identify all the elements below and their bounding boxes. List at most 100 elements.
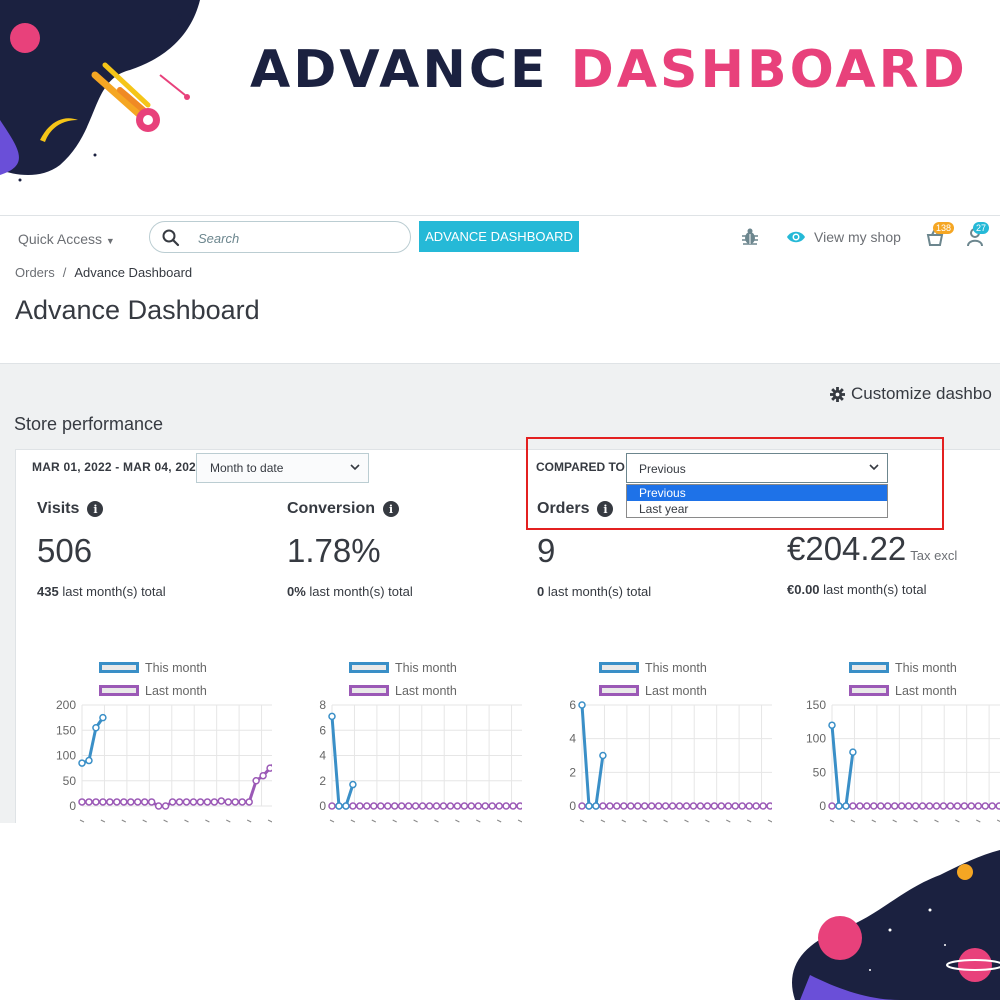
x-tick-mark bbox=[142, 819, 147, 823]
info-icon[interactable]: i bbox=[87, 501, 104, 517]
x-tick-mark bbox=[476, 819, 481, 823]
legend-this-month: This month bbox=[645, 660, 707, 675]
data-point bbox=[182, 798, 191, 806]
x-tick-mark bbox=[746, 819, 752, 823]
x-tick-mark bbox=[392, 819, 397, 823]
x-tick-mark bbox=[976, 819, 981, 823]
compare-select[interactable]: Previous bbox=[626, 453, 888, 483]
data-point bbox=[766, 802, 772, 810]
bug-icon[interactable] bbox=[742, 228, 758, 246]
data-point bbox=[925, 802, 934, 810]
info-icon[interactable]: i bbox=[383, 501, 400, 517]
chevron-down-icon bbox=[350, 464, 360, 471]
kpi-label: Conversion bbox=[287, 500, 376, 517]
x-tick-mark bbox=[79, 819, 85, 823]
top-bar: Quick Access ▼ ADVANCE DASHBOARD View my… bbox=[0, 215, 1000, 261]
data-point bbox=[92, 798, 100, 806]
data-point bbox=[78, 759, 86, 767]
data-point bbox=[467, 802, 476, 810]
kpi-value-suffix: Tax excl bbox=[910, 548, 958, 563]
y-tick-label: 0 bbox=[319, 799, 326, 813]
data-point bbox=[231, 798, 239, 806]
kpi-sub-value: €0.00 bbox=[787, 582, 820, 597]
data-point bbox=[418, 802, 427, 810]
customers-notification[interactable]: 27 bbox=[965, 222, 990, 253]
data-point bbox=[647, 802, 656, 810]
data-point bbox=[689, 802, 698, 810]
kpi-sub-text: last month(s) total bbox=[309, 584, 413, 599]
chart-legend: This month Last month bbox=[349, 656, 457, 702]
data-point bbox=[78, 798, 86, 806]
customize-dashboard-link[interactable]: Customize dashbo bbox=[830, 384, 992, 404]
date-range[interactable]: MAR 01, 2022 - MAR 04, 2022 bbox=[32, 460, 203, 474]
data-point bbox=[745, 802, 753, 810]
data-point bbox=[203, 798, 212, 806]
chart-legend: This month Last month bbox=[99, 656, 207, 702]
x-tick-mark bbox=[829, 819, 835, 823]
data-point bbox=[578, 701, 586, 709]
search-icon bbox=[162, 229, 180, 247]
data-point bbox=[397, 802, 406, 810]
kpi-conversion: Conversion i 1.78% 0% last month(s) total bbox=[287, 500, 527, 599]
orders-notification[interactable]: 138 bbox=[925, 222, 955, 253]
data-point bbox=[620, 802, 628, 810]
breadcrumb-orders[interactable]: Orders bbox=[15, 265, 55, 280]
data-point bbox=[606, 802, 614, 810]
caret-down-icon: ▼ bbox=[105, 236, 115, 246]
data-point bbox=[828, 721, 836, 729]
quick-access-label: Quick Access bbox=[18, 231, 103, 247]
data-point bbox=[85, 798, 93, 806]
kpi-label: Orders bbox=[537, 500, 590, 517]
compare-option-last-year[interactable]: Last year bbox=[639, 502, 689, 516]
advance-dashboard-button[interactable]: ADVANCE DASHBOARD bbox=[419, 221, 579, 252]
x-tick-mark bbox=[100, 819, 106, 823]
kpi-sub-value: 435 bbox=[37, 584, 59, 599]
view-my-shop-label: View my shop bbox=[814, 229, 901, 245]
legend-swatch-this-month bbox=[349, 662, 389, 673]
promo-title-word1: ADVANCE bbox=[250, 40, 549, 100]
x-tick-mark bbox=[913, 819, 918, 823]
x-tick-mark bbox=[205, 819, 210, 823]
data-point bbox=[932, 802, 941, 810]
breadcrumb-separator: / bbox=[62, 265, 67, 280]
quick-access-menu[interactable]: Quick Access ▼ bbox=[18, 231, 115, 247]
data-point bbox=[127, 798, 135, 806]
info-icon[interactable]: i bbox=[597, 501, 614, 517]
kpi-visits: Visits i 506 435 last month(s) total bbox=[37, 500, 277, 599]
data-point bbox=[488, 802, 496, 810]
data-point bbox=[946, 802, 955, 810]
data-point bbox=[599, 751, 607, 760]
kpi-sub-text: last month(s) total bbox=[62, 584, 166, 599]
data-point bbox=[613, 802, 621, 810]
data-point bbox=[328, 712, 336, 721]
legend-swatch-this-month bbox=[99, 662, 139, 673]
store-performance-card: MAR 01, 2022 - MAR 04, 2022 Month to dat… bbox=[15, 449, 1000, 823]
data-point bbox=[703, 802, 712, 810]
data-point bbox=[696, 802, 705, 810]
x-tick-mark bbox=[371, 819, 377, 823]
data-point bbox=[877, 802, 885, 810]
y-tick-label: 50 bbox=[63, 774, 77, 788]
kpi-sub-value: 0% bbox=[287, 584, 306, 599]
search-input[interactable] bbox=[196, 227, 400, 249]
kpi-orders: Orders i 9 0 last month(s) total bbox=[537, 500, 777, 599]
data-point bbox=[377, 802, 385, 810]
x-tick-mark bbox=[413, 819, 418, 823]
period-select[interactable]: Month to date bbox=[196, 453, 369, 483]
data-point bbox=[890, 802, 899, 810]
highlight-box bbox=[526, 437, 944, 530]
compare-option-previous[interactable]: Previous bbox=[627, 485, 887, 501]
data-point bbox=[828, 802, 836, 810]
data-point bbox=[717, 802, 726, 810]
search-box[interactable] bbox=[149, 221, 411, 253]
data-point bbox=[710, 802, 719, 810]
data-point bbox=[509, 802, 517, 810]
data-point bbox=[974, 802, 983, 810]
data-point bbox=[738, 802, 746, 810]
data-point bbox=[390, 802, 399, 810]
data-point bbox=[585, 802, 593, 810]
data-point bbox=[904, 802, 913, 810]
data-point bbox=[918, 802, 927, 810]
data-point bbox=[106, 798, 114, 806]
view-my-shop-link[interactable]: View my shop bbox=[786, 229, 901, 245]
